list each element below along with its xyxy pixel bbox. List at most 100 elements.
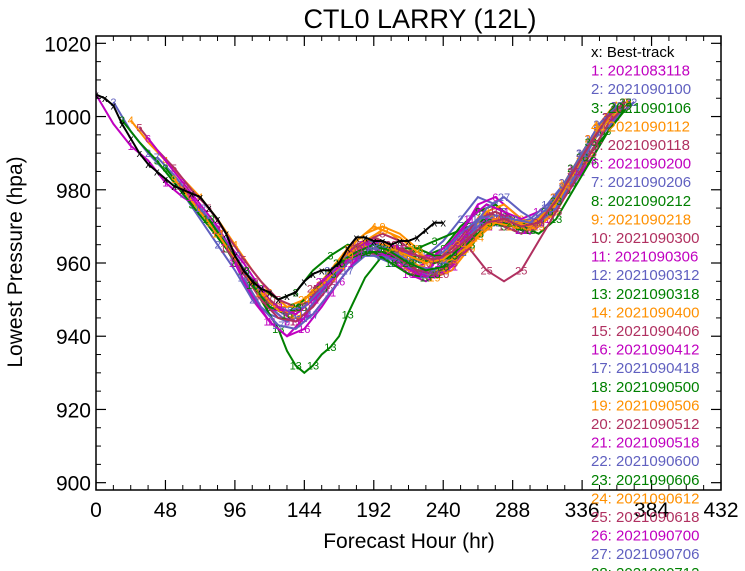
legend-entry: 21: 2021090518 — [591, 435, 699, 452]
series-marker-3: 3 — [431, 236, 437, 248]
series-marker-2: 2 — [110, 97, 116, 109]
best-track-marker: x — [406, 236, 412, 248]
best-track-marker: x — [380, 236, 386, 248]
series-marker-6: 6 — [492, 192, 498, 204]
series-marker-2: 2 — [214, 240, 220, 252]
legend-entry: 1: 2021083118 — [591, 63, 690, 80]
series-marker-25: 25 — [307, 284, 319, 296]
series-marker-5: 5 — [136, 123, 142, 135]
series-marker-25: 25 — [515, 265, 527, 277]
best-track-marker: x — [336, 258, 342, 270]
series-marker-29: 29 — [376, 225, 388, 237]
legend-entry: 26: 2021090700 — [591, 528, 699, 545]
best-track-marker: x — [423, 225, 429, 237]
series-marker-35: 35 — [567, 167, 579, 179]
series-marker-32: 32 — [611, 101, 623, 113]
series-marker-5: 5 — [379, 229, 385, 241]
axes: 0 48 96 144 192 240 288 336 384 43290092094096098… — [44, 33, 738, 522]
legend-entry: 20: 2021090512 — [591, 416, 699, 433]
series-marker-11: 11 — [186, 192, 197, 204]
legend-entry: 2: 2021090100 — [591, 81, 691, 98]
series-marker-6: 6 — [214, 221, 220, 233]
best-track-marker: x — [189, 188, 195, 200]
legend-entry: 4: 2021090112 — [591, 118, 690, 135]
series-line-21 — [277, 101, 627, 316]
series-marker-27: 27 — [498, 192, 510, 204]
best-track-marker: x — [388, 240, 394, 252]
best-track-marker: x — [137, 148, 143, 160]
legend-entry: 18: 2021090500 — [591, 379, 699, 396]
best-track-marker: x — [180, 185, 186, 197]
series-marker-21: 21 — [272, 302, 284, 314]
legend-entry: 24: 2021090612 — [591, 490, 699, 507]
series-marker-32: 32 — [472, 221, 484, 233]
best-track-marker: x — [171, 181, 177, 193]
best-track-marker: x — [362, 232, 368, 244]
legend-entry: 13: 2021090318 — [591, 286, 699, 303]
best-track-marker: x — [197, 192, 203, 204]
series-marker-13: 13 — [619, 104, 631, 116]
series-line-27 — [329, 101, 627, 272]
series-marker-7: 7 — [154, 152, 160, 164]
best-track-marker: x — [354, 232, 360, 244]
series-marker-1: 1 — [475, 203, 481, 215]
best-track-marker: x — [223, 229, 229, 241]
legend-entry: 11: 2021090306 — [591, 249, 698, 266]
series-marker-2: 2 — [458, 214, 464, 226]
legend-entry: 27: 2021090706 — [591, 546, 699, 563]
series-marker-20: 20 — [263, 295, 275, 307]
series-marker-17: 17 — [342, 265, 354, 277]
series-marker-13: 13 — [411, 243, 423, 255]
legend-entry: 17: 2021090418 — [591, 360, 699, 377]
best-track-marker: x — [276, 295, 282, 307]
y-tick-label: 1020 — [44, 33, 91, 56]
series-marker-21: 21 — [307, 295, 319, 307]
legend-entry: 8: 2021090212 — [591, 193, 691, 210]
series-marker-35: 35 — [394, 243, 406, 255]
series-marker-2: 2 — [631, 97, 637, 109]
series-marker-4: 4 — [371, 221, 377, 233]
series-marker-13: 13 — [324, 342, 336, 354]
x-tick-label: 432 — [703, 499, 738, 522]
y-tick-label: 900 — [56, 473, 91, 496]
legend-entry: 25: 2021090618 — [591, 509, 699, 526]
series-marker-35: 35 — [463, 232, 475, 244]
series-marker-6: 6 — [145, 134, 151, 146]
series-marker-16: 16 — [298, 324, 310, 336]
series-marker-15: 15 — [220, 243, 232, 255]
y-tick-label: 960 — [56, 253, 91, 276]
series-marker-8: 8 — [162, 163, 168, 175]
legend-entry: 3: 2021090106 — [591, 100, 691, 117]
series-marker-24: 24 — [472, 232, 484, 244]
legend-entry: 23: 2021090606 — [591, 472, 699, 489]
best-track-marker: x — [102, 93, 108, 105]
series-marker-25: 25 — [480, 265, 492, 277]
legend-entry: 7: 2021090206 — [591, 174, 691, 191]
best-track-marker: x — [319, 265, 325, 277]
best-track-marker: x — [145, 159, 151, 171]
legend-entry: 5: 2021090118 — [591, 137, 690, 154]
series-marker-26: 26 — [316, 276, 328, 288]
best-track-marker: x — [128, 134, 134, 146]
best-track-marker: x — [345, 243, 351, 255]
x-tick-label: 96 — [223, 499, 246, 522]
legend-entry: 6: 2021090200 — [591, 156, 691, 173]
series-marker-6: 6 — [180, 178, 186, 190]
legend-entry: 16: 2021090412 — [591, 342, 699, 359]
best-track-marker: x — [440, 218, 446, 230]
chart-title: CTL0 LARRY (12L) — [303, 4, 536, 34]
best-track-marker: x — [284, 291, 290, 303]
series-marker-34: 34 — [420, 258, 432, 270]
best-track-marker: x — [215, 214, 221, 226]
series-marker-23: 23 — [290, 302, 302, 314]
series-marker-18: 18 — [385, 258, 397, 270]
series-marker-28: 28 — [402, 258, 414, 270]
series-marker-20: 20 — [437, 269, 449, 281]
legend-entry: 9: 2021090218 — [591, 211, 691, 228]
series-marker-4: 4 — [128, 115, 134, 127]
series-marker-35: 35 — [428, 254, 440, 266]
series-marker-5: 5 — [241, 254, 247, 266]
series-marker-13: 13 — [290, 361, 302, 373]
x-axis-label: Forecast Hour (hr) — [323, 530, 495, 553]
